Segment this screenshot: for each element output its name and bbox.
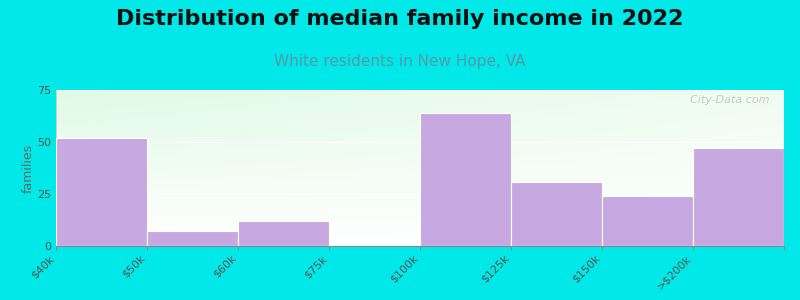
Bar — [420, 113, 511, 246]
Text: $50k: $50k — [121, 253, 147, 280]
Text: $40k: $40k — [30, 253, 56, 280]
Text: $100k: $100k — [389, 253, 420, 285]
Text: White residents in New Hope, VA: White residents in New Hope, VA — [274, 54, 526, 69]
Bar — [693, 148, 784, 246]
Bar — [147, 231, 238, 246]
Bar — [602, 196, 693, 246]
Y-axis label: families: families — [22, 143, 34, 193]
Text: $125k: $125k — [479, 253, 511, 285]
Text: $75k: $75k — [302, 253, 329, 280]
Text: $150k: $150k — [570, 253, 602, 285]
Text: $60k: $60k — [211, 253, 238, 280]
Text: Distribution of median family income in 2022: Distribution of median family income in … — [116, 9, 684, 29]
Text: >$200k: >$200k — [655, 253, 693, 291]
Bar — [511, 182, 602, 246]
Bar — [238, 221, 329, 246]
Bar — [56, 138, 147, 246]
Text: City-Data.com: City-Data.com — [683, 95, 770, 105]
